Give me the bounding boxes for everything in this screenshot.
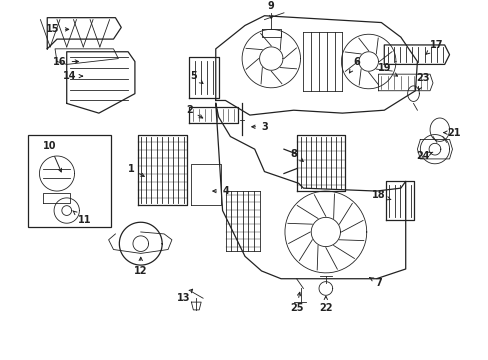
Text: 5: 5 [190, 71, 203, 84]
Text: 1: 1 [127, 164, 144, 176]
Text: 21: 21 [443, 127, 460, 138]
Text: 10: 10 [43, 141, 61, 172]
Text: 7: 7 [369, 278, 381, 288]
Text: 17: 17 [425, 40, 443, 55]
Text: 12: 12 [134, 257, 147, 276]
Text: 22: 22 [319, 296, 332, 313]
Text: 19: 19 [377, 63, 397, 76]
Text: 13: 13 [177, 289, 192, 303]
Text: 25: 25 [289, 292, 303, 313]
Text: 9: 9 [267, 1, 274, 19]
Text: 11: 11 [73, 211, 91, 225]
Text: 14: 14 [63, 71, 82, 81]
Text: 6: 6 [349, 57, 360, 73]
Bar [28, 135, 110, 227]
Text: 18: 18 [371, 190, 390, 200]
Text: 24: 24 [416, 151, 432, 161]
Text: 23: 23 [416, 73, 429, 90]
Text: 8: 8 [290, 149, 303, 161]
Text: 3: 3 [251, 122, 267, 132]
Text: 15: 15 [46, 24, 68, 34]
Text: 4: 4 [212, 186, 228, 196]
Text: 16: 16 [53, 57, 78, 67]
Text: 20: 20 [0, 359, 1, 360]
Text: 2: 2 [186, 105, 203, 118]
